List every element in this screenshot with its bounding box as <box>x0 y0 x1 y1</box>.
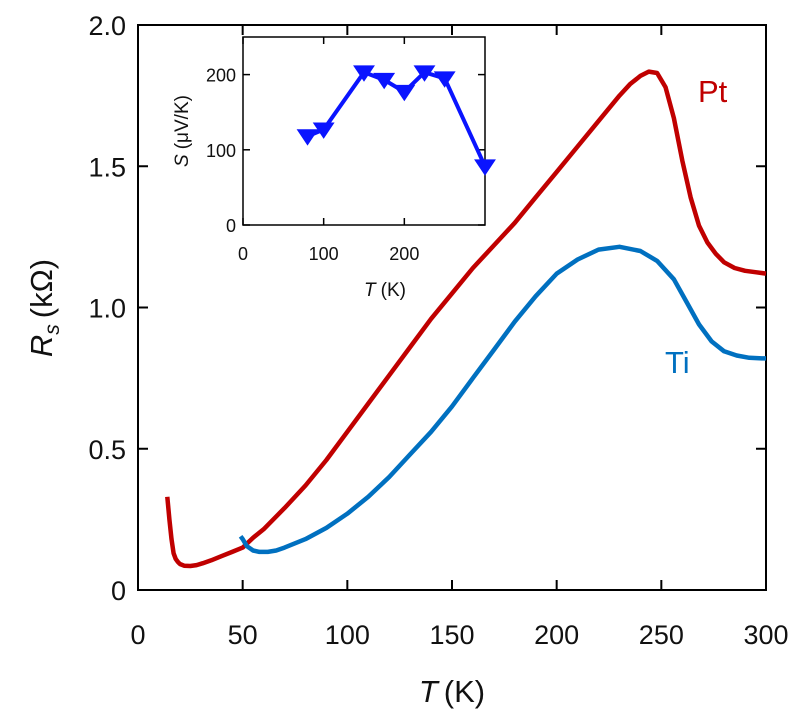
x-tick-label-200: 200 <box>534 620 579 650</box>
series-label-ti: Ti <box>665 345 690 380</box>
x-axis-title: T (K) <box>419 674 485 709</box>
inset-x-tick-label-200: 200 <box>389 244 419 264</box>
x-tick-label-0: 0 <box>130 620 145 650</box>
inset-data-point-0 <box>296 129 319 146</box>
inset-y-tick-label-100: 100 <box>206 141 236 161</box>
main-series-group <box>165 69 767 569</box>
x-tick-label-100: 100 <box>325 620 370 650</box>
inset-data-point-3 <box>373 72 396 90</box>
y-tick-label-2: 1.0 <box>88 294 126 324</box>
series-label-pt: Pt <box>698 74 728 109</box>
series-line-ti <box>238 244 766 555</box>
x-tick-label-50: 50 <box>228 620 258 650</box>
inset-plot-frame <box>242 36 486 226</box>
inset-x-tick-label-0: 0 <box>238 244 248 264</box>
inset-y-tick-label-0: 0 <box>226 216 236 236</box>
y-tick-label-4: 2.0 <box>88 11 126 41</box>
inset-data-point-6 <box>433 71 456 88</box>
x-tick-label-150: 150 <box>429 620 474 650</box>
inset-data-point-7 <box>474 159 496 176</box>
inset-y-axis-title: S(μV/K) <box>172 95 193 167</box>
y-axis-title: Rs(kΩ) <box>24 259 64 357</box>
y-tick-label-1: 0.5 <box>88 435 126 465</box>
x-tick-label-300: 300 <box>743 620 788 650</box>
inset-x-axis-title: T (K) <box>364 280 406 301</box>
y-tick-label-3: 1.5 <box>88 152 126 182</box>
inset-axis-ticks: 0 100 200 0 100 200 <box>206 37 485 264</box>
inset-data-point-4 <box>393 84 416 102</box>
inset-x-tick-label-100: 100 <box>309 244 339 264</box>
inset-background <box>243 37 485 225</box>
y-tick-label-0: 0 <box>111 576 126 606</box>
inset-data-point-2 <box>353 65 375 82</box>
main-axis-ticks: 0 50 100 150 200 250 300 0 0.5 1.0 1.5 2.0 <box>88 11 788 650</box>
inset-data-point-1 <box>312 122 335 139</box>
inset-data-point-5 <box>413 65 436 82</box>
inset-y-tick-label-200: 200 <box>206 66 236 86</box>
x-tick-label-250: 250 <box>639 620 684 650</box>
inset-series-group <box>296 65 496 176</box>
series-line-pt <box>165 69 767 569</box>
